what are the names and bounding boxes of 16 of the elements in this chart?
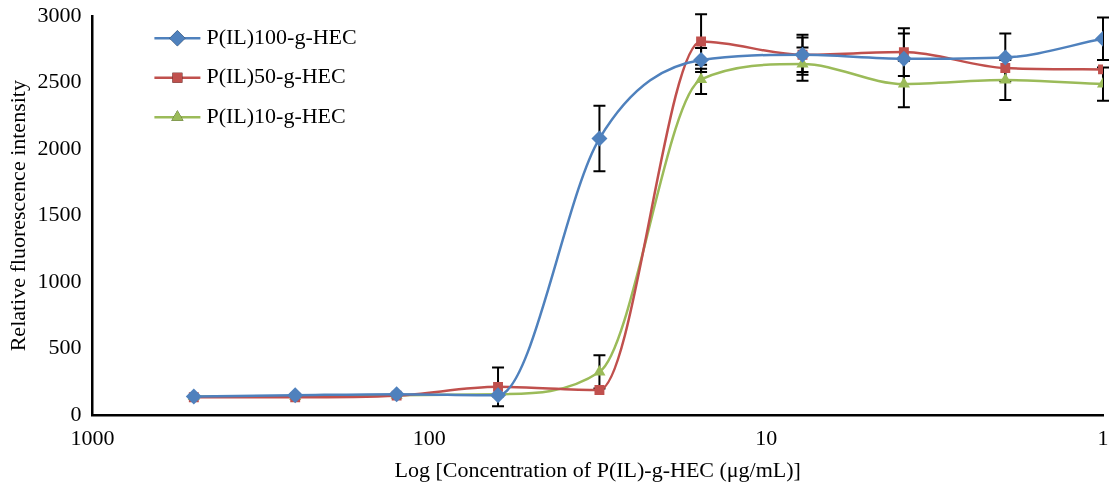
y-axis-title: Relative fluorescence intensity: [4, 80, 30, 352]
y-tick-label: 3000: [37, 1, 82, 27]
x-tick-label: 100: [412, 425, 446, 451]
x-tick-label: 1: [1097, 425, 1109, 451]
legend-label: P(IL)10-g-HEC: [206, 102, 346, 128]
y-tick-label: 2000: [37, 134, 82, 160]
y-tick-label: 1000: [37, 267, 82, 293]
x-tick-label: 10: [755, 425, 778, 451]
x-tick-label: 1000: [70, 425, 115, 451]
legend-label: P(IL)100-g-HEC: [206, 23, 357, 49]
x-axis-title: Log [Concentration of P(IL)-g-HEC (μg/mL)]: [394, 456, 801, 482]
y-tick-label: 500: [48, 334, 82, 360]
legend-label: P(IL)50-g-HEC: [206, 63, 346, 89]
y-tick-label: 0: [70, 400, 82, 426]
y-tick-label: 1500: [37, 201, 82, 227]
y-tick-label: 2500: [37, 68, 82, 94]
